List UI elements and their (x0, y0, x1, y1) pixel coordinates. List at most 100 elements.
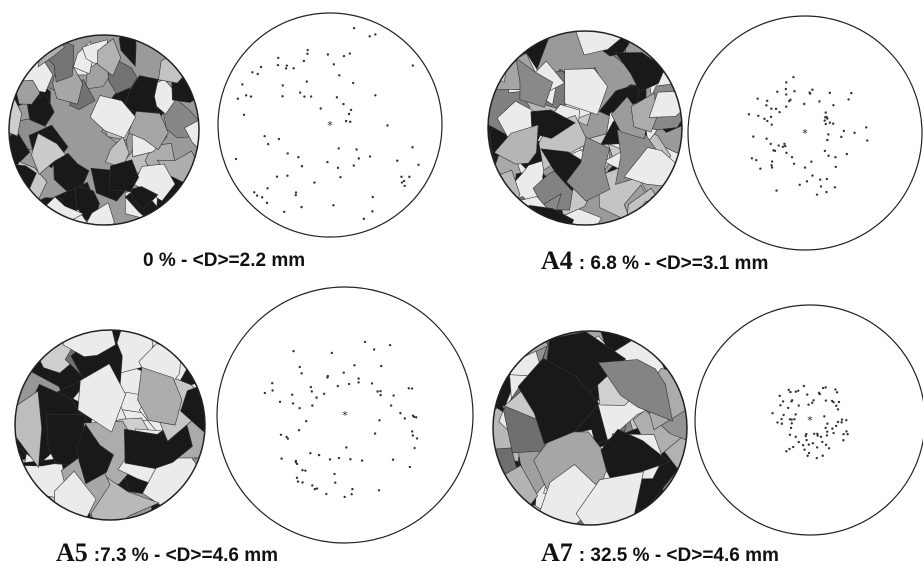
pole-dot (281, 95, 284, 98)
pole-dot (319, 107, 322, 110)
pole-dot (823, 149, 827, 153)
pole-dot (826, 430, 829, 433)
grain (31, 132, 67, 175)
pole-dot (819, 435, 823, 438)
grain (566, 136, 611, 202)
pole-dot (396, 159, 399, 162)
pole-dot (784, 144, 787, 148)
pole-dot (277, 137, 281, 141)
pole-dot (305, 80, 308, 83)
grain (77, 363, 126, 433)
pole-dot (333, 472, 336, 476)
pole-dot (294, 459, 298, 463)
pole-dot (309, 451, 312, 455)
pole-dot (805, 180, 809, 183)
pole-dot (322, 392, 326, 395)
pole-dot (765, 99, 769, 103)
pole-dot (846, 432, 849, 436)
pole-dot (292, 349, 295, 353)
pole-dot (280, 457, 283, 460)
pole-dot (835, 391, 839, 394)
pole-dot (408, 465, 412, 469)
pole-dot (306, 48, 309, 52)
pole-dot (297, 428, 301, 432)
pole-dot (286, 152, 289, 155)
pole-dot (806, 454, 809, 457)
pole-dot (285, 435, 288, 439)
grain (97, 38, 122, 77)
grain (15, 330, 48, 363)
pole-dot (845, 430, 848, 433)
pole-dot (801, 444, 805, 447)
pole-dot (824, 399, 828, 402)
pole-dot (379, 389, 382, 393)
pole-dot (783, 142, 786, 146)
caption: : 6.8 % - <D>=3.1 mm (578, 253, 769, 274)
pole-dot (840, 135, 843, 139)
pole-dot (842, 433, 845, 436)
pole-dot (298, 365, 301, 369)
pole-dot (249, 95, 253, 98)
pole-dot (828, 121, 832, 124)
pole-dot (827, 154, 830, 157)
pole-dot (379, 393, 382, 397)
micrograph (15, 330, 205, 520)
pole-dot (834, 424, 838, 428)
pole-dot (770, 164, 773, 167)
center-mark: * (327, 119, 333, 132)
pole-dot (352, 164, 355, 167)
pole-dot (295, 462, 299, 466)
pole-dot (315, 396, 318, 399)
pole-dot (294, 191, 298, 194)
pole-dot (298, 91, 302, 94)
pole-dot (765, 137, 768, 140)
pole-dot (759, 167, 762, 170)
pole-dot (253, 191, 256, 194)
pole-dot (825, 115, 828, 119)
grain (53, 152, 90, 192)
pole-dot (373, 432, 377, 435)
pole-dot (756, 97, 759, 100)
micrograph-rim (14, 329, 206, 521)
pole-dot (833, 186, 837, 189)
pole-dot (402, 179, 406, 183)
pole-dot (349, 458, 352, 461)
grain (488, 196, 517, 225)
caption-row: A5:7.3 % - <D>=4.6 mm (56, 538, 278, 567)
pole-dot (403, 417, 407, 420)
pole-dot (824, 111, 827, 114)
pole-dot (797, 404, 800, 407)
pole-dot (815, 456, 818, 460)
pole-dot (298, 407, 301, 410)
pole-dot (411, 64, 415, 67)
pole-dot (821, 440, 824, 444)
pole-dot (778, 394, 781, 398)
pole-dot (339, 175, 342, 179)
pole-figure (694, 304, 923, 536)
pole-dot (408, 175, 411, 179)
pole-dot (781, 400, 785, 403)
panel-label: A5 (56, 538, 88, 567)
pole-dot (313, 181, 316, 184)
pole-dot (368, 35, 371, 38)
pole-dot (824, 426, 827, 430)
pole-dot (777, 144, 780, 147)
pole-dot (824, 386, 827, 389)
pole-dot (842, 439, 845, 442)
pole-dot (285, 64, 289, 67)
grain (9, 98, 22, 137)
pole-dot (806, 393, 809, 396)
pole-dot (279, 433, 283, 436)
pole-dot (752, 135, 755, 138)
pole-dot (825, 434, 829, 437)
pole-dot (332, 63, 336, 66)
pole-dot (242, 113, 246, 117)
pole-dot (317, 453, 321, 457)
pole-dot (236, 97, 240, 100)
pole-dot (295, 476, 299, 480)
pole-dot (347, 382, 351, 386)
pole-dot (310, 390, 313, 393)
pole-dot (326, 160, 329, 164)
pole-dot (244, 94, 248, 97)
pole-dot (769, 142, 772, 146)
